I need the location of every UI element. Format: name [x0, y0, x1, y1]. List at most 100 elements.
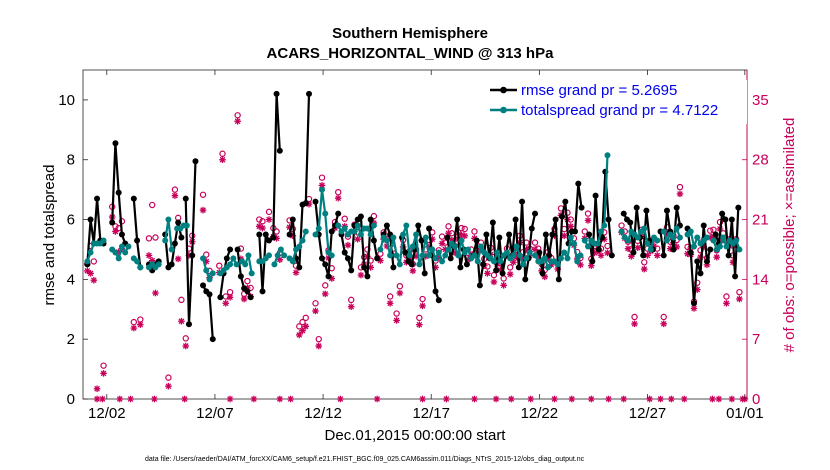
- spread-point: [676, 234, 683, 241]
- rmse-point: [185, 321, 192, 328]
- obs-assimilated-marker-zero: [605, 395, 612, 403]
- spread-point: [289, 258, 296, 265]
- obs-possible-marker: [335, 188, 342, 196]
- rmse-point: [549, 231, 556, 238]
- obs-assimilated-marker: [386, 299, 394, 307]
- spread-point: [318, 186, 325, 193]
- rmse-point: [118, 231, 125, 238]
- spread-point: [574, 258, 581, 265]
- obs-possible-marker: [299, 318, 306, 326]
- spread-point: [271, 261, 278, 268]
- spread-point: [557, 255, 564, 262]
- rmse-point: [687, 249, 694, 256]
- spread-point: [733, 237, 740, 244]
- rmse-point: [370, 237, 377, 244]
- x-tick-label-0: 12/02: [88, 405, 126, 422]
- rmse-line-segment: [686, 224, 712, 305]
- obs-assimilated-marker: [234, 117, 241, 125]
- x-tick-label-3: 12/17: [412, 405, 450, 422]
- obs-assimilated-marker: [584, 217, 592, 224]
- spread-point: [137, 264, 144, 271]
- rmse-point: [408, 261, 415, 268]
- obs-possible-marker: [660, 313, 667, 321]
- obs-assimilated-marker-zero: [709, 395, 716, 403]
- rmse-point: [562, 198, 569, 205]
- obs-assimilated-marker: [226, 294, 234, 301]
- spread-point: [694, 234, 701, 241]
- chart-title: Southern Hemisphere: [332, 25, 488, 42]
- obs-possible-marker: [458, 224, 465, 232]
- y-right-tick-label-4: 28: [752, 152, 769, 169]
- spread-point: [520, 261, 527, 268]
- rmse-point: [539, 270, 546, 277]
- spread-point: [165, 216, 172, 223]
- rmse-point: [94, 195, 101, 202]
- spread-point: [203, 267, 210, 274]
- spread-point: [716, 243, 723, 250]
- obs-assimilated-marker-zero: [337, 395, 344, 403]
- obs-possible-marker: [445, 223, 452, 230]
- obs-assimilated-marker: [130, 324, 138, 332]
- spread-point: [183, 222, 190, 229]
- spread-point: [396, 261, 403, 268]
- rmse-point: [244, 288, 251, 295]
- rmse-point: [259, 288, 266, 295]
- obs-assimilated-marker: [87, 270, 94, 277]
- spread-line-segment: [201, 258, 214, 281]
- obs-possible-marker: [219, 150, 226, 157]
- spread-point: [647, 246, 654, 253]
- spread-point: [118, 243, 125, 250]
- rmse-point: [306, 90, 313, 97]
- rmse-point: [493, 267, 500, 274]
- obs-assimilated-marker: [653, 252, 661, 259]
- spread-point: [523, 255, 530, 262]
- rmse-point: [383, 222, 390, 229]
- obs-possible-marker: [130, 318, 138, 326]
- y-left-tick-label-3: 6: [67, 212, 75, 229]
- spread-point: [84, 258, 91, 265]
- rmse-point: [608, 252, 615, 259]
- rmse-point: [528, 225, 535, 232]
- obs-assimilated-marker: [302, 323, 310, 330]
- rmse-point: [302, 200, 309, 207]
- obs-possible-marker: [341, 215, 348, 222]
- spread-point: [416, 261, 423, 268]
- spread-point: [387, 252, 394, 259]
- obs-assimilated-marker-zero: [657, 395, 664, 403]
- rmse-point: [691, 300, 698, 307]
- spread-point: [477, 243, 484, 250]
- rmse-point: [522, 276, 529, 283]
- rmse-point: [697, 270, 704, 277]
- spread-point: [377, 246, 384, 253]
- spread-point: [125, 243, 132, 250]
- rmse-point: [532, 210, 539, 217]
- obs-assimilated-marker: [265, 216, 273, 223]
- obs-assimilated-marker: [531, 246, 539, 253]
- obs-assimilated-marker-zero: [620, 395, 628, 403]
- rmse-point: [374, 255, 381, 262]
- rmse-point: [703, 258, 710, 265]
- rmse-point: [335, 210, 342, 217]
- rmse-point: [318, 255, 325, 262]
- x-tick-label-1: 12/07: [196, 405, 234, 422]
- y-right-tick-label-3: 21: [752, 212, 769, 229]
- spread-point: [413, 231, 420, 238]
- rmse-point: [592, 192, 599, 199]
- obs-possible-marker: [461, 225, 468, 233]
- obs-assimilated-marker: [500, 282, 507, 289]
- spread-point: [230, 255, 237, 262]
- spread-point: [364, 225, 371, 232]
- obs-possible-marker: [490, 271, 498, 279]
- spread-point: [455, 252, 462, 259]
- obs-assimilated-marker-zero: [181, 395, 188, 403]
- spread-point: [442, 252, 449, 259]
- rmse-point: [620, 210, 627, 217]
- rmse-point: [341, 249, 348, 256]
- obs-possible-marker: [506, 264, 514, 271]
- x-tick-label-6: 01/01: [726, 405, 764, 422]
- obs-possible-marker: [152, 234, 159, 241]
- spread-point: [393, 252, 400, 259]
- legend-rmse-label: rmse grand pr = 5.2695: [521, 82, 677, 99]
- spread-point: [474, 258, 481, 265]
- obs-assimilated-marker-zero: [680, 395, 688, 403]
